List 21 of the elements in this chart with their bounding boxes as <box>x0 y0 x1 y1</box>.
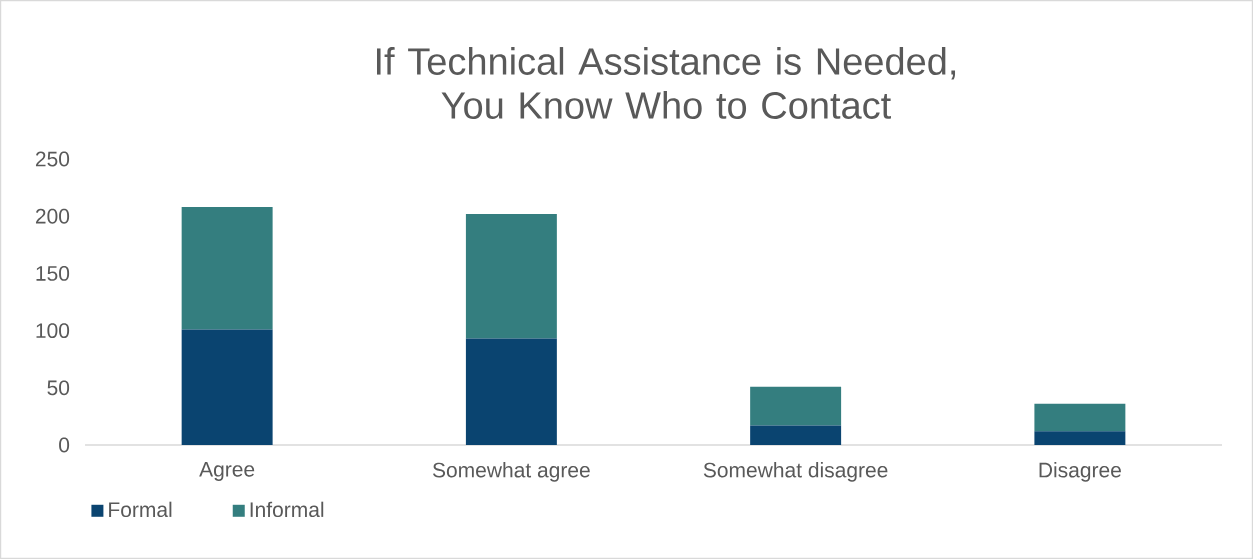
y-tick-label: 0 <box>59 437 70 453</box>
y-tick-label: 50 <box>47 380 70 396</box>
legend-label: Informal <box>250 501 324 518</box>
x-tick-label: Agree <box>199 462 255 481</box>
bar <box>1034 431 1126 445</box>
x-tick-label: Somewhat disagree <box>703 462 888 482</box>
y-tick-label: 250 <box>35 151 70 167</box>
legend-label: Formal <box>109 501 172 518</box>
y-tick-label: 150 <box>36 265 70 281</box>
x-tick-label: Somewhat agree <box>432 462 590 482</box>
chart-title: If Technical Assistance is Needed, You Know Who to Contact <box>376 47 956 119</box>
bar <box>750 386 842 426</box>
bar <box>181 329 273 445</box>
bar <box>750 425 842 445</box>
x-tick-label: Disagree <box>1039 462 1121 482</box>
y-tick-label: 100 <box>36 323 70 339</box>
y-tick-label: 200 <box>35 208 70 224</box>
bar <box>181 207 273 330</box>
bar <box>465 213 557 339</box>
bar <box>465 338 557 445</box>
bar <box>1034 403 1126 432</box>
